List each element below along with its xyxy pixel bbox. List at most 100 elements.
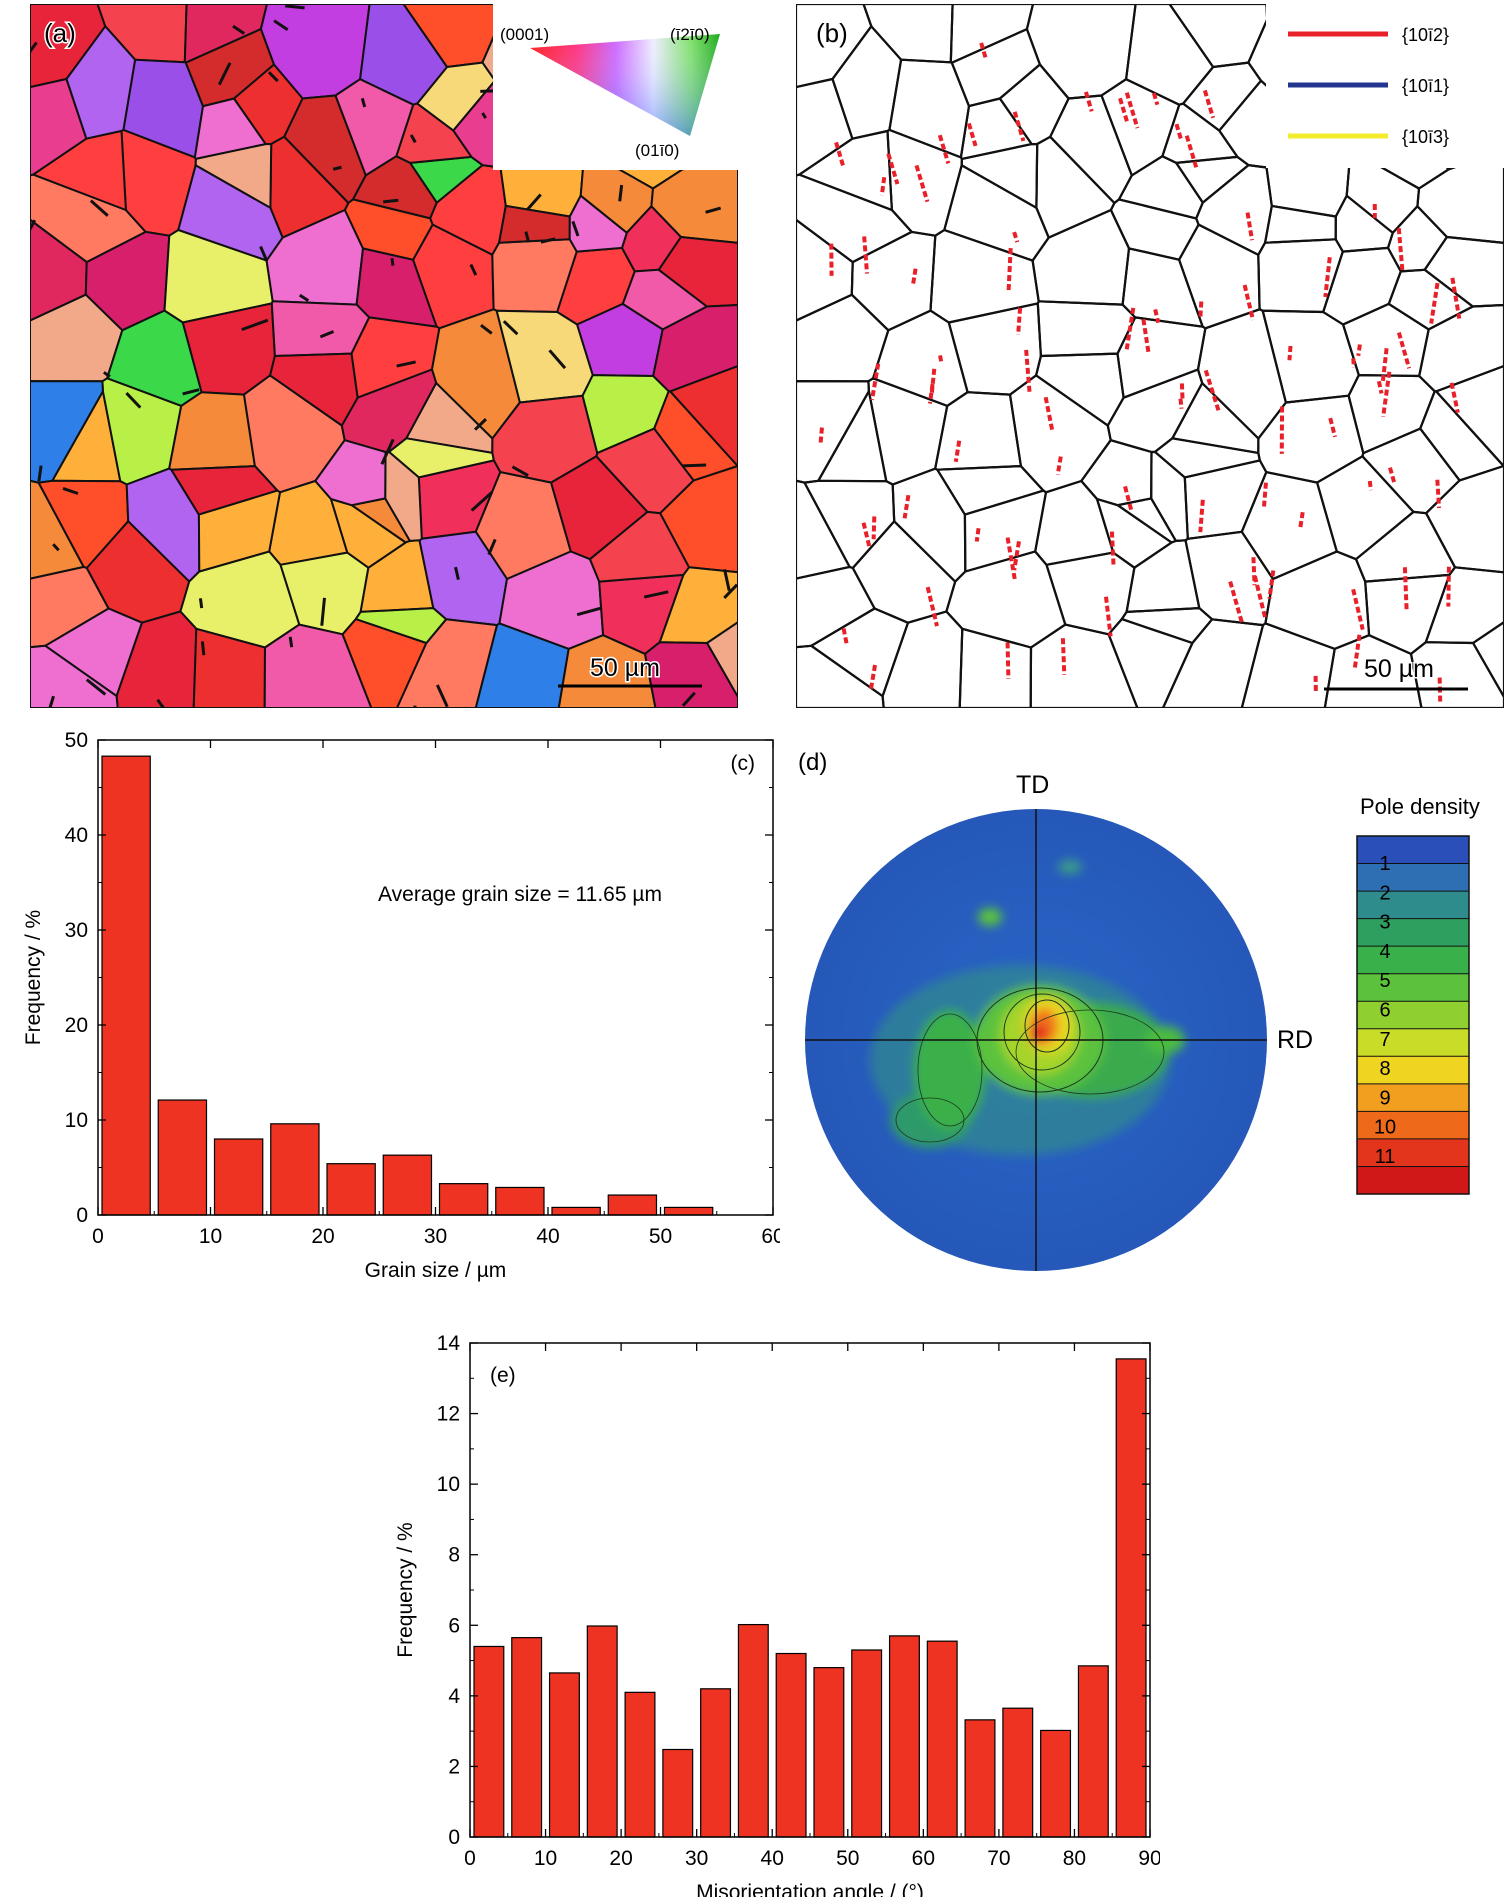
colorbar-segment-2	[1357, 891, 1469, 919]
y-tick-label-e-2: 4	[448, 1685, 460, 1708]
colorbar-tick-label-9: 10	[1374, 1117, 1396, 1139]
y-tick-label-c-0: 0	[76, 1204, 88, 1227]
colorbar-tick-label-5: 6	[1379, 1000, 1390, 1022]
twin-mark-31	[1018, 308, 1020, 335]
y-tick-label-c-5: 50	[65, 729, 88, 752]
bar-c-3	[271, 1124, 319, 1215]
y-tick-label-e-3: 6	[448, 1614, 460, 1637]
colorbar-segment-12	[1357, 1166, 1469, 1194]
x-tick-label-c-4: 40	[536, 1225, 559, 1248]
colorbar-tick-label-6: 7	[1379, 1029, 1390, 1051]
legend-label-2: {10ī3}	[1402, 127, 1449, 147]
ipf-key-1210-label: (ī2ī0)	[670, 25, 710, 44]
twin-mark-24	[1358, 345, 1360, 356]
bar-e-2	[550, 1673, 580, 1837]
bar-e-0	[474, 1646, 504, 1837]
bar-c-6	[440, 1184, 488, 1215]
colorbar-segment-7	[1357, 1029, 1469, 1057]
bar-e-13	[965, 1720, 995, 1837]
bar-e-6	[701, 1689, 731, 1837]
scale-bar-b-label: 50 µm	[1364, 655, 1434, 683]
colorbar-segment-5	[1357, 974, 1469, 1002]
y-axis-label-c: Frequency / %	[22, 910, 45, 1045]
panel-a-label: (a)	[44, 18, 76, 48]
defect-mark-32	[285, 6, 304, 8]
y-tick-label-c-1: 10	[65, 1109, 88, 1132]
twin-legend: {10ī2} {10ī1} {10ī3}	[1266, 4, 1504, 168]
bar-c-0	[102, 756, 150, 1215]
x-tick-label-e-1: 10	[534, 1847, 557, 1870]
colorbar-title: Pole density	[1360, 794, 1480, 819]
bar-c-5	[383, 1155, 431, 1215]
bar-e-15	[1041, 1730, 1071, 1837]
twin-mark-29	[1008, 642, 1009, 679]
x-tick-label-e-5: 50	[836, 1847, 859, 1870]
x-tick-label-c-2: 20	[311, 1225, 334, 1248]
twin-mark-35	[874, 516, 875, 539]
twin-mark-18	[1264, 483, 1266, 507]
y-axis-label-e: Frequency / %	[394, 1522, 417, 1657]
twin-mark-42	[1253, 557, 1254, 585]
colorbar-segment-3	[1357, 919, 1469, 947]
x-tick-label-e-2: 20	[609, 1847, 632, 1870]
x-tick-label-e-7: 70	[987, 1847, 1010, 1870]
colorbar-tick-label-8: 9	[1379, 1087, 1390, 1109]
colorbar-tick-label-3: 4	[1379, 941, 1390, 963]
bar-e-5	[663, 1749, 693, 1837]
colorbar-segment-1	[1357, 864, 1469, 892]
y-tick-label-e-4: 8	[448, 1544, 460, 1567]
y-tick-label-c-2: 20	[65, 1014, 88, 1037]
bar-e-17	[1116, 1359, 1146, 1837]
bar-e-4	[625, 1692, 655, 1837]
panel-label-c: (c)	[731, 752, 756, 775]
defect-mark-25	[202, 641, 203, 655]
panel-b-boundary-map: {10ī2}{10ī1}{10ī3} (b) 50 µm	[796, 4, 1504, 708]
y-tick-label-e-7: 14	[437, 1332, 461, 1355]
x-tick-label-c-1: 10	[199, 1225, 222, 1248]
bar-e-1	[512, 1638, 542, 1837]
colorbar-tick-label-4: 5	[1379, 970, 1390, 992]
boundary-map-svg: {10ī2}{10ī1}{10ī3} (b) 50 µm	[796, 4, 1504, 708]
legend-label-0: {10ī2}	[1402, 25, 1449, 45]
colorbar-tick-label-0: 1	[1379, 853, 1390, 875]
pole-figure-td-label: TD	[1016, 771, 1049, 799]
annotation-c: Average grain size = 11.65 µm	[378, 883, 662, 906]
x-tick-label-e-3: 30	[685, 1847, 708, 1870]
x-tick-label-c-6: 60	[761, 1225, 780, 1248]
colorbar-tick-label-1: 2	[1379, 882, 1390, 904]
colorbar-tick-label-7: 8	[1379, 1058, 1390, 1080]
bar-e-10	[852, 1650, 882, 1837]
defect-mark-37	[383, 200, 398, 202]
colorbar-segment-0	[1357, 836, 1469, 864]
panel-a-ipf-map: (0001) (ī2ī0) (01ī0) (a) 50 µm	[30, 4, 738, 708]
y-tick-label-c-3: 30	[65, 919, 88, 942]
legend-label-1: {10ī1}	[1402, 76, 1449, 96]
y-tick-label-e-1: 2	[448, 1755, 460, 1778]
bar-c-4	[327, 1164, 375, 1215]
defect-mark-57	[392, 258, 393, 266]
panel-d-label: (d)	[798, 749, 827, 776]
ipf-color-key: (0001) (ī2ī0) (01ī0)	[493, 4, 738, 170]
defect-mark-3	[683, 465, 706, 466]
bar-e-3	[587, 1626, 617, 1837]
colorbar-segment-9	[1357, 1084, 1469, 1112]
y-tick-label-c-4: 40	[65, 824, 88, 847]
defect-mark-41	[290, 637, 292, 647]
bar-e-9	[814, 1668, 844, 1837]
bar-c-1	[158, 1100, 206, 1215]
ipf-key-0110-label: (01ī0)	[635, 141, 679, 160]
bar-e-7	[738, 1625, 768, 1837]
bar-e-12	[927, 1641, 957, 1837]
colorbar-segment-6	[1357, 1001, 1469, 1029]
bar-c-7	[496, 1187, 544, 1215]
y-tick-label-e-0: 0	[448, 1826, 460, 1849]
defect-mark-6	[333, 167, 341, 169]
x-tick-label-c-3: 30	[424, 1225, 447, 1248]
ipf-map-svg: (0001) (ī2ī0) (01ī0) (a) 50 µm	[30, 4, 738, 708]
